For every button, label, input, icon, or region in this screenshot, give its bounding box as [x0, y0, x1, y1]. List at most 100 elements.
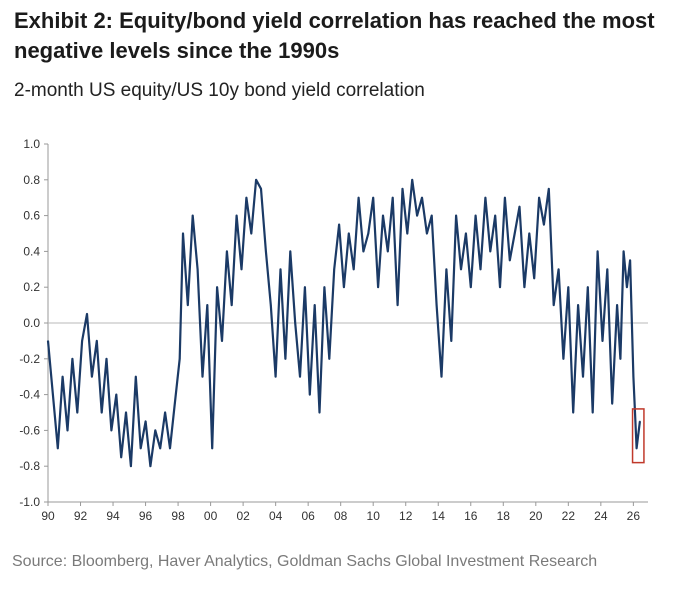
data-point: [474, 214, 477, 217]
y-tick-label: 0.6: [23, 209, 40, 223]
data-point: [149, 465, 152, 468]
data-point: [182, 232, 184, 235]
x-tick-label: 26: [627, 509, 641, 523]
x-tick-label: 08: [334, 509, 348, 523]
data-point: [465, 232, 467, 235]
data-point: [528, 232, 531, 235]
data-point: [499, 286, 501, 288]
data-point: [484, 196, 487, 199]
data-point: [178, 358, 181, 360]
data-point: [338, 223, 340, 226]
data-point: [616, 304, 618, 306]
data-point: [125, 411, 127, 414]
data-point: [159, 447, 161, 450]
data-point: [357, 196, 360, 199]
data-point: [411, 179, 414, 181]
data-point: [367, 232, 370, 235]
y-tick-label: -0.8: [19, 459, 40, 473]
data-point: [230, 304, 233, 306]
data-point: [120, 456, 122, 459]
line-chart: 1.0 0.8 0.6 0.4 0.2 0.0 -0.2 -0.4 -0.6 -0.8 -1.090…: [19, 137, 648, 523]
data-point: [328, 358, 331, 360]
data-point: [622, 250, 625, 253]
data-point: [435, 304, 438, 306]
x-tick-label: 02: [236, 509, 250, 523]
data-point: [469, 286, 472, 288]
chart-title: Exhibit 2: Equity/bond yield correlation…: [14, 8, 655, 63]
data-point: [135, 375, 137, 378]
data-point: [572, 411, 575, 414]
data-point: [343, 286, 345, 288]
data-point: [635, 447, 638, 450]
data-point: [255, 179, 257, 181]
data-point: [265, 250, 267, 253]
data-point: [587, 286, 589, 288]
data-point: [333, 268, 335, 271]
data-point: [313, 304, 316, 306]
data-point: [494, 214, 496, 217]
data-point: [538, 196, 540, 199]
x-tick-label: 96: [139, 509, 153, 523]
data-point: [619, 358, 622, 360]
x-tick-label: 06: [301, 509, 315, 523]
data-point: [284, 358, 287, 360]
data-point: [455, 214, 457, 217]
data-point: [187, 304, 189, 306]
data-point: [460, 268, 462, 271]
data-point: [596, 250, 599, 253]
data-point: [382, 214, 384, 217]
data-point: [372, 196, 375, 199]
data-point: [169, 447, 171, 450]
data-point: [552, 304, 555, 306]
data-point: [401, 187, 404, 190]
y-tick-label: -1.0: [19, 495, 40, 509]
data-point: [533, 277, 535, 280]
data-point: [274, 375, 277, 378]
x-tick-label: 94: [106, 509, 120, 523]
data-point: [299, 375, 301, 378]
data-point: [348, 232, 350, 235]
data-point: [518, 205, 521, 208]
data-point: [562, 358, 565, 360]
x-tick-label: 92: [74, 509, 88, 523]
data-point: [639, 420, 641, 423]
data-point: [611, 402, 614, 405]
x-tick-label: 10: [367, 509, 381, 523]
data-point: [543, 223, 545, 226]
data-point: [523, 286, 526, 288]
data-point: [629, 259, 631, 262]
data-point: [191, 214, 194, 217]
data-point: [206, 304, 209, 306]
x-tick-label: 22: [562, 509, 576, 523]
data-point: [308, 393, 311, 396]
y-tick-label: 0.4: [23, 244, 40, 258]
data-point: [577, 304, 579, 306]
data-point: [130, 465, 132, 468]
data-point: [323, 286, 326, 288]
data-point: [557, 268, 560, 271]
y-tick-label: -0.2: [19, 352, 40, 366]
data-point: [144, 420, 147, 423]
data-point: [352, 268, 355, 271]
y-tick-label: -0.6: [19, 423, 40, 437]
x-tick-label: 04: [269, 509, 283, 523]
data-point: [279, 268, 282, 271]
x-tick-label: 16: [464, 509, 478, 523]
data-point: [221, 340, 223, 342]
data-point: [606, 268, 609, 271]
y-tick-label: 0.0: [23, 316, 40, 330]
data-point: [139, 447, 142, 450]
x-tick-label: 20: [529, 509, 543, 523]
data-point: [95, 340, 98, 342]
data-point: [196, 268, 199, 271]
data-point: [245, 196, 248, 199]
data-point: [416, 214, 418, 217]
data-point: [211, 447, 214, 450]
data-point: [396, 304, 399, 306]
data-point: [76, 411, 79, 414]
data-point: [294, 322, 296, 324]
data-point: [362, 250, 365, 253]
x-tick-label: 00: [204, 509, 218, 523]
data-point: [479, 268, 482, 271]
data-point: [91, 375, 93, 378]
